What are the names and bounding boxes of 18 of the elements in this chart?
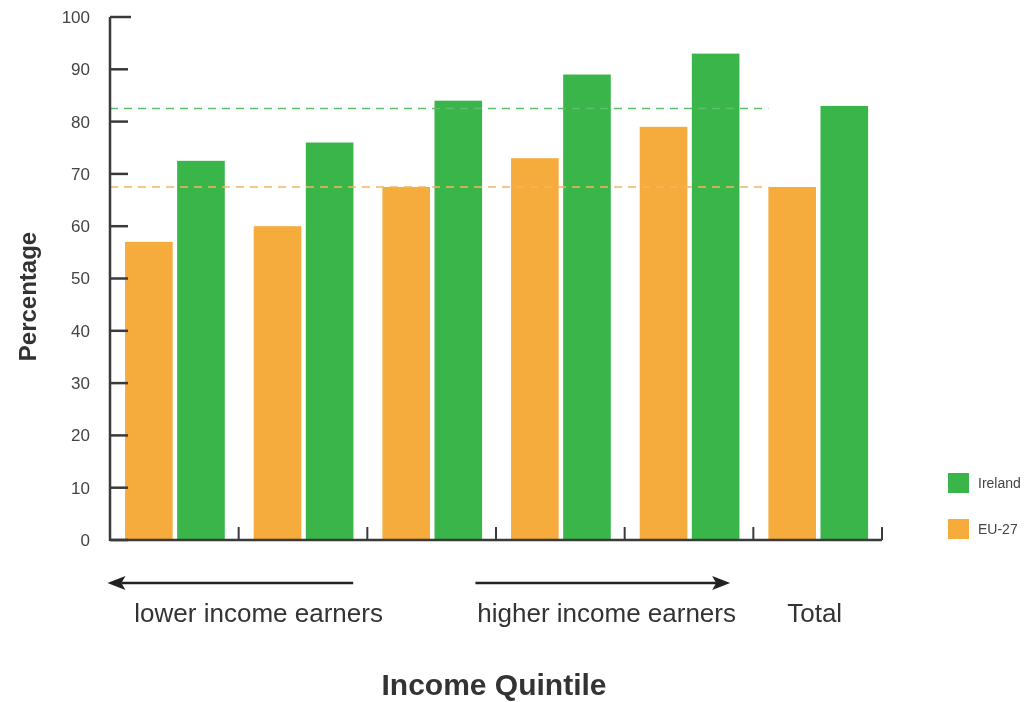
y-tick-label: 50: [71, 269, 90, 289]
legend-label: EU-27: [978, 520, 1018, 537]
y-tick-label: 40: [71, 321, 90, 341]
y-tick-label: 0: [80, 530, 90, 550]
y-tick-label: 60: [71, 217, 90, 237]
y-tick-label: 100: [61, 7, 90, 27]
x-axis-title: Income Quintile: [381, 667, 607, 701]
y-tick-label: 30: [71, 374, 90, 394]
x-tick-label: Total: [787, 598, 843, 629]
y-tick-label: 20: [71, 426, 90, 446]
y-tick-label: 80: [71, 112, 90, 132]
y-axis-title: Percentage: [14, 231, 42, 362]
y-tick-label: 90: [71, 60, 90, 80]
text: lower income earners: [134, 598, 383, 629]
y-tick-label: 70: [71, 164, 90, 184]
legend-label: Ireland: [978, 474, 1021, 491]
y-tick-label: 10: [71, 478, 90, 498]
text: higher income earners: [477, 598, 736, 629]
